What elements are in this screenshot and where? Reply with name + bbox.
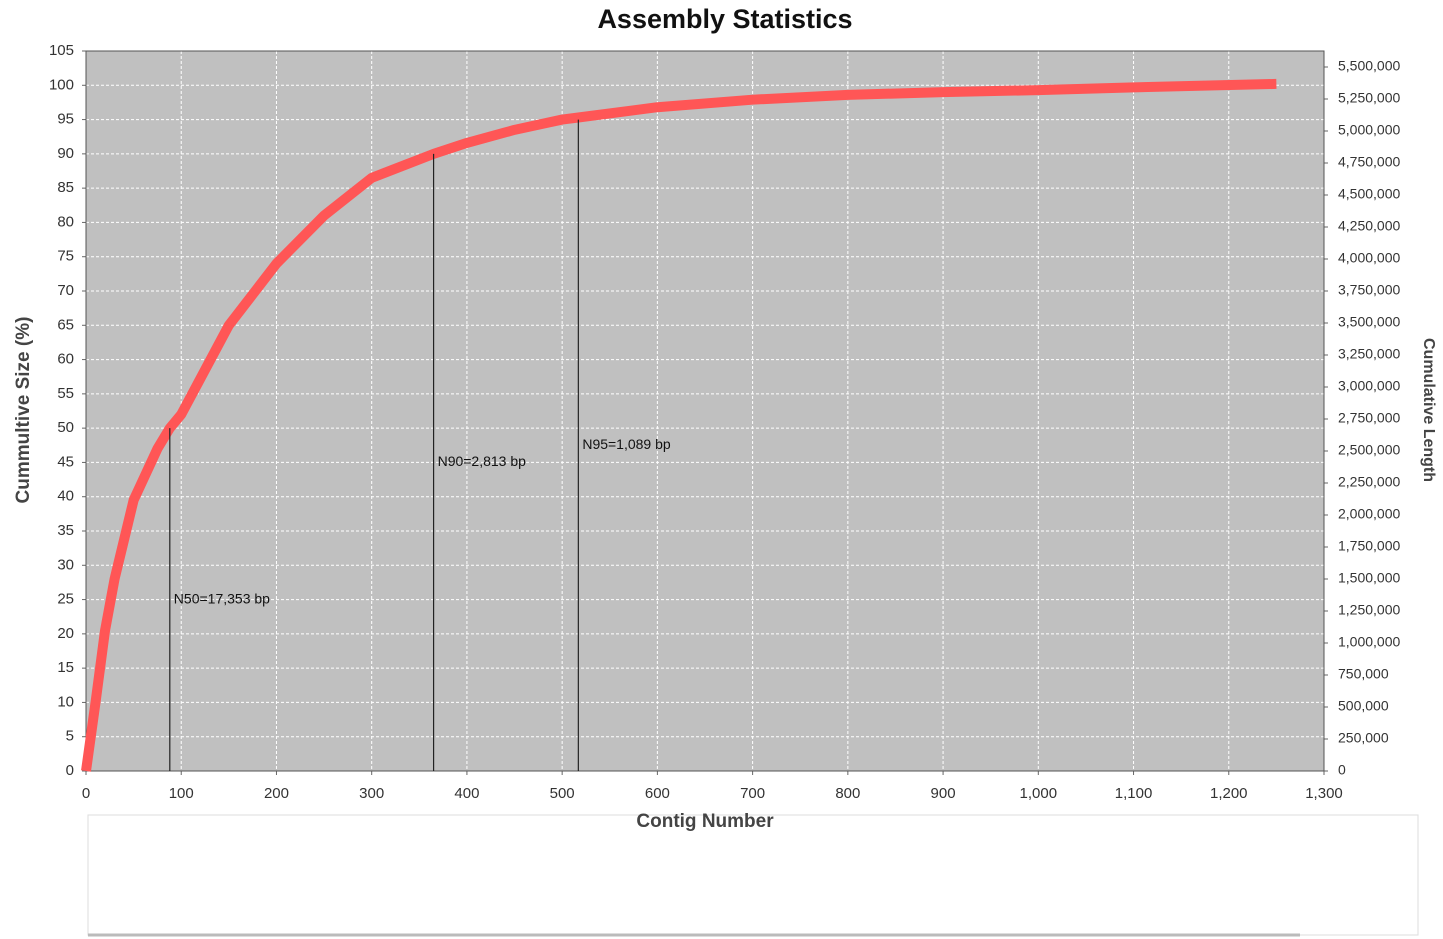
y-tick-label: 45 <box>57 453 74 470</box>
y-tick-label: 65 <box>57 316 74 333</box>
y-tick-label: 90 <box>57 145 74 162</box>
annotation-label: N50=17,353 bp <box>174 590 270 606</box>
x-tick-label: 600 <box>645 785 670 802</box>
y2-tick-label: 1,250,000 <box>1338 602 1400 618</box>
y2-tick-label: 5,000,000 <box>1338 122 1400 138</box>
y-tick-label: 10 <box>57 693 74 710</box>
annotation-label: N90=2,813 bp <box>438 453 527 469</box>
empty-panel <box>87 814 1419 936</box>
y2-tick-label: 3,250,000 <box>1338 346 1400 362</box>
y-tick-label: 70 <box>57 282 74 299</box>
y-tick-label: 15 <box>57 659 74 676</box>
y-tick-label: 35 <box>57 522 74 539</box>
y2-tick-label: 3,750,000 <box>1338 282 1400 298</box>
y-tick-label: 105 <box>49 42 74 59</box>
plot-area <box>86 51 1324 771</box>
x-tick-label: 700 <box>740 785 765 802</box>
y-tick-label: 25 <box>57 591 74 608</box>
y2-tick-label: 4,000,000 <box>1338 250 1400 266</box>
x-axis-title: Contig Number <box>636 811 774 832</box>
y-tick-label: 100 <box>49 76 74 93</box>
y2-tick-label: 5,250,000 <box>1338 90 1400 106</box>
x-tick-label: 100 <box>169 785 194 802</box>
y-tick-label: 75 <box>57 248 74 265</box>
y-tick-label: 55 <box>57 385 74 402</box>
y-tick-label: 40 <box>57 488 74 505</box>
chart-title: Assembly Statistics <box>597 4 852 34</box>
y-tick-label: 95 <box>57 111 74 128</box>
x-tick-label: 1,200 <box>1210 785 1248 802</box>
x-tick-label: 800 <box>835 785 860 802</box>
y2-tick-label: 2,250,000 <box>1338 474 1400 490</box>
y2-tick-label: 1,750,000 <box>1338 538 1400 554</box>
y2-axis-title: Cumulative Length <box>1420 338 1437 482</box>
y2-tick-label: 1,500,000 <box>1338 570 1400 586</box>
y-tick-label: 20 <box>57 625 74 642</box>
x-tick-label: 200 <box>264 785 289 802</box>
y-tick-label: 80 <box>57 213 74 230</box>
y-axis-title: Cummultive Size (%) <box>13 317 34 504</box>
y-tick-label: 85 <box>57 179 74 196</box>
x-tick-label: 1,100 <box>1115 785 1153 802</box>
x-tick-label: 0 <box>82 785 90 802</box>
y-tick-label: 50 <box>57 419 74 436</box>
x-tick-label: 1,000 <box>1020 785 1058 802</box>
x-tick-label: 400 <box>454 785 479 802</box>
y2-tick-label: 3,500,000 <box>1338 314 1400 330</box>
y-tick-label: 60 <box>57 351 74 368</box>
annotation-label: N95=1,089 bp <box>582 436 671 452</box>
data-line <box>81 78 1277 772</box>
y2-tick-label: 4,750,000 <box>1338 154 1400 170</box>
y2-tick-label: 2,750,000 <box>1338 410 1400 426</box>
y2-tick-label: 1,000,000 <box>1338 634 1400 650</box>
y-tick-label: 5 <box>66 728 74 745</box>
y-tick-label: 30 <box>57 556 74 573</box>
y2-tick-label: 750,000 <box>1338 666 1389 682</box>
y2-tick-label: 3,000,000 <box>1338 378 1400 394</box>
y2-tick-label: 0 <box>1338 762 1346 778</box>
y2-tick-label: 250,000 <box>1338 730 1389 746</box>
y2-tick-label: 2,000,000 <box>1338 506 1400 522</box>
y2-tick-label: 4,500,000 <box>1338 186 1400 202</box>
y2-tick-label: 5,500,000 <box>1338 58 1400 74</box>
x-tick-label: 900 <box>931 785 956 802</box>
plot-border <box>85 50 1325 772</box>
x-tick-label: 300 <box>359 785 384 802</box>
y-tick-label: 0 <box>66 762 74 779</box>
x-tick-label: 1,300 <box>1305 785 1343 802</box>
y2-tick-label: 4,250,000 <box>1338 218 1400 234</box>
y2-tick-label: 2,500,000 <box>1338 442 1400 458</box>
x-tick-label: 500 <box>550 785 575 802</box>
y2-tick-label: 500,000 <box>1338 698 1389 714</box>
